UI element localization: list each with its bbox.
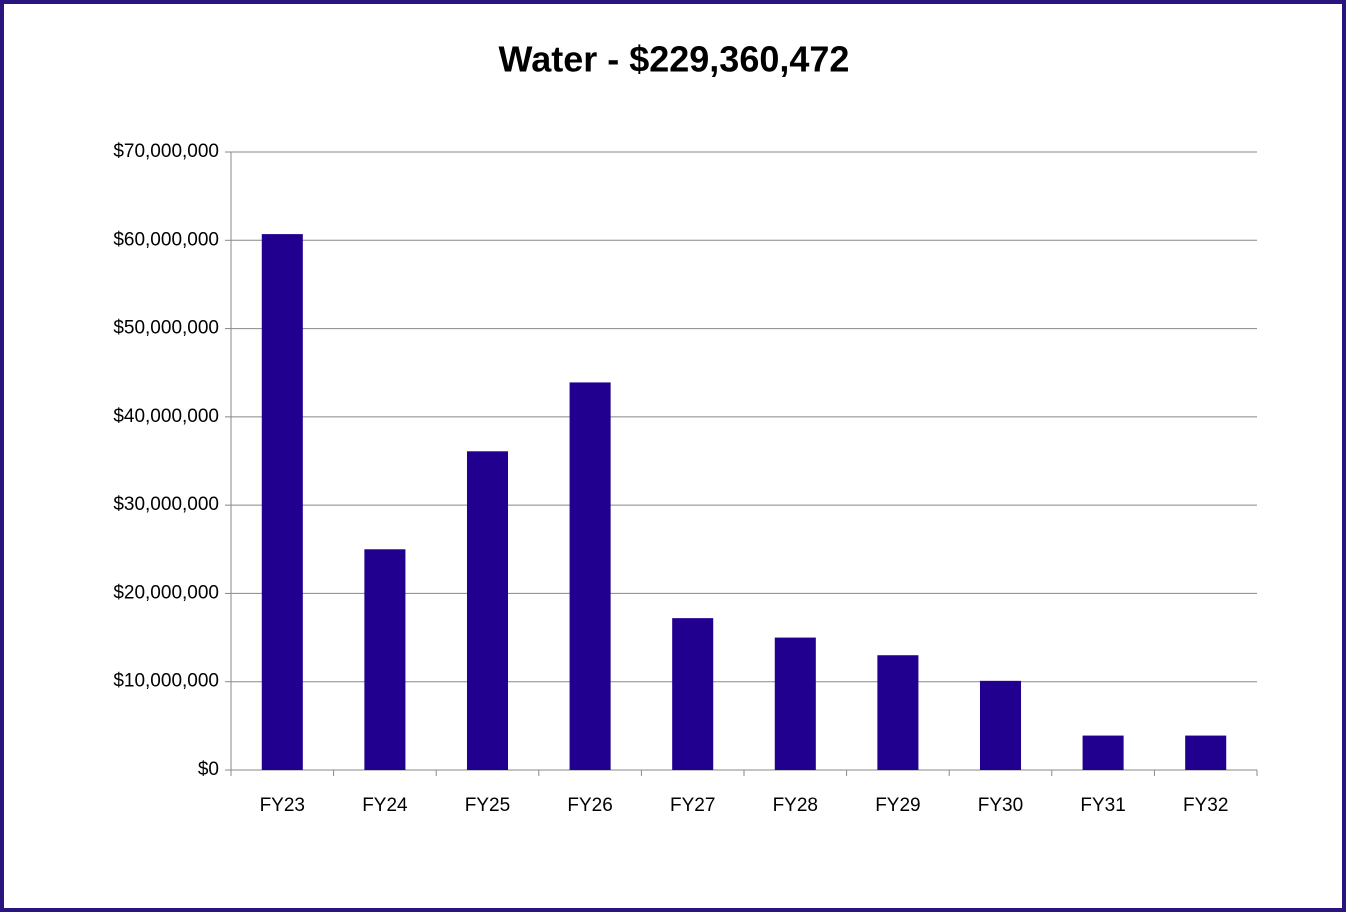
bar [1185, 735, 1227, 770]
bar [261, 234, 303, 770]
bar [774, 637, 816, 770]
bar [979, 680, 1022, 770]
x-tick-label: FY25 [465, 795, 510, 816]
bar [672, 618, 714, 770]
x-tick-label: FY32 [1183, 795, 1228, 816]
y-tick-label: $20,000,000 [113, 582, 219, 603]
y-tick-label: $50,000,000 [113, 318, 219, 339]
x-tick-label: FY24 [362, 795, 408, 816]
x-tick-label: FY28 [773, 795, 818, 816]
chart-title: Water - $229,360,472 [499, 39, 850, 80]
y-tick-label: $70,000,000 [113, 141, 219, 162]
bar [569, 382, 611, 770]
x-tick-label: FY27 [670, 795, 715, 816]
y-tick-label: $0 [198, 759, 219, 780]
x-tick-label: FY29 [875, 795, 920, 816]
x-tick-label: FY26 [567, 795, 612, 816]
x-tick-label: FY30 [978, 795, 1023, 816]
y-tick-label: $30,000,000 [113, 494, 219, 515]
y-tick-label: $40,000,000 [113, 406, 219, 427]
x-tick-label: FY31 [1080, 795, 1125, 816]
bar [364, 549, 406, 770]
bar [466, 451, 509, 770]
bar [1082, 735, 1124, 770]
y-tick-label: $60,000,000 [113, 229, 219, 250]
bar [877, 655, 919, 770]
x-tick-label: FY23 [260, 795, 305, 816]
y-tick-label: $10,000,000 [113, 671, 219, 692]
